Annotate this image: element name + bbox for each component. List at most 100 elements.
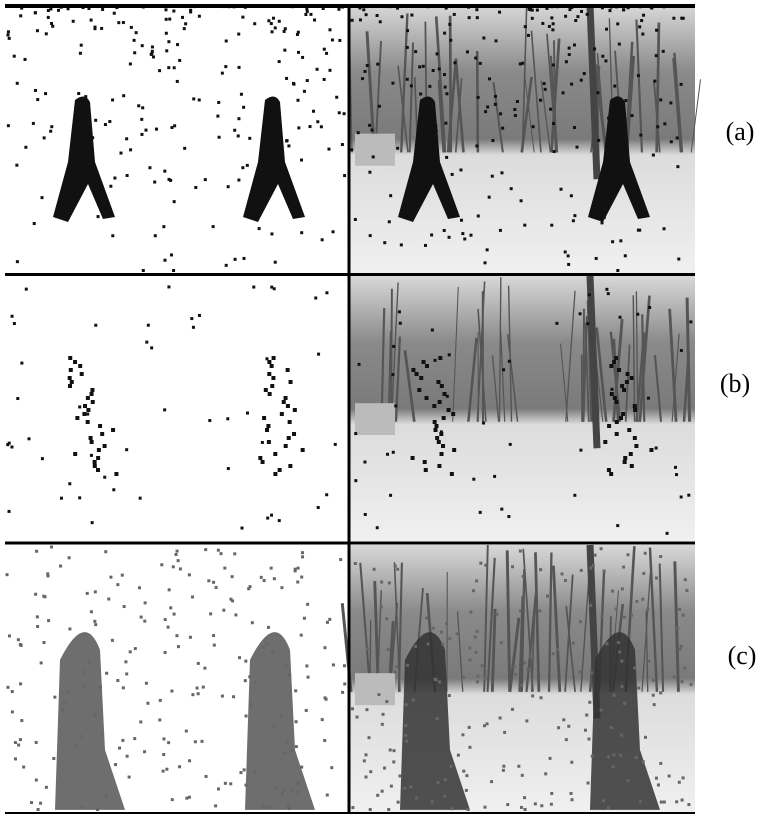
noise-pixel — [450, 807, 453, 810]
noise-pixel — [217, 787, 220, 790]
edge-pixel — [629, 452, 633, 456]
noise-pixel — [142, 269, 145, 272]
noise-pixel — [338, 111, 341, 114]
noise-pixel — [436, 52, 439, 55]
noise-pixel — [204, 548, 207, 551]
noise-pixel — [511, 565, 514, 568]
noise-pixel — [538, 609, 541, 612]
noise-pixel — [676, 165, 679, 168]
noise-pixel — [208, 419, 211, 422]
noise-pixel — [570, 83, 573, 86]
noise-pixel — [75, 744, 78, 747]
edge-pixel — [607, 468, 611, 472]
noise-pixel — [620, 734, 623, 737]
noise-pixel — [621, 587, 624, 590]
noise-pixel — [356, 716, 359, 719]
noise-pixel — [580, 10, 583, 13]
noise-pixel — [245, 715, 248, 718]
noise-pixel — [616, 524, 619, 527]
noise-pixel — [434, 124, 437, 127]
noise-pixel — [60, 497, 63, 500]
noise-pixel — [404, 734, 407, 737]
noise-pixel — [589, 567, 592, 570]
noise-pixel — [624, 254, 627, 257]
noise-pixel — [474, 57, 477, 60]
noise-pixel — [678, 781, 681, 784]
noise-pixel — [167, 285, 170, 288]
noise-pixel — [388, 220, 391, 223]
noise-pixel — [681, 799, 684, 802]
noise-pixel — [286, 740, 289, 743]
noise-pixel — [24, 146, 27, 149]
noise-pixel — [666, 532, 669, 535]
noise-pixel — [687, 803, 690, 806]
noise-pixel — [323, 48, 326, 51]
noise-pixel — [36, 98, 39, 101]
noise-pixel — [431, 329, 434, 332]
edge-pixel — [97, 448, 101, 452]
noise-pixel — [138, 586, 141, 589]
noise-pixel — [181, 16, 184, 19]
noise-pixel — [216, 115, 219, 118]
noise-pixel — [633, 667, 636, 670]
noise-pixel — [461, 733, 464, 736]
noise-pixel — [34, 11, 37, 14]
noise-pixel — [290, 789, 293, 792]
noise-pixel — [663, 227, 666, 230]
noise-pixel — [170, 253, 173, 256]
noise-pixel — [34, 593, 37, 596]
noise-pixel — [341, 691, 344, 694]
noise-pixel — [111, 98, 114, 101]
edge-pixel — [266, 424, 270, 428]
noise-pixel — [448, 694, 451, 697]
noise-pixel — [251, 621, 254, 624]
noise-pixel — [501, 127, 504, 130]
edge-pixel — [270, 364, 274, 368]
noise-pixel — [508, 360, 511, 363]
noise-pixel — [627, 553, 630, 556]
noise-pixel — [192, 326, 195, 329]
noise-pixel — [47, 16, 50, 19]
noise-pixel — [465, 789, 468, 792]
noise-pixel — [474, 636, 477, 639]
noise-pixel — [6, 33, 9, 36]
noise-pixel — [221, 72, 224, 75]
noise-pixel — [406, 78, 409, 81]
noise-pixel — [288, 673, 291, 676]
noise-pixel — [33, 222, 36, 225]
noise-pixel — [286, 804, 289, 807]
noise-pixel — [428, 85, 431, 88]
noise-pixel — [337, 8, 340, 11]
noise-pixel — [484, 677, 487, 680]
noise-pixel — [94, 623, 97, 626]
noise-pixel — [601, 55, 604, 58]
edge-pixel — [614, 356, 618, 360]
noise-pixel — [536, 9, 539, 12]
noise-pixel — [246, 412, 249, 415]
noise-pixel — [207, 579, 210, 582]
noise-pixel — [376, 794, 379, 797]
noise-pixel — [267, 19, 270, 22]
noise-pixel — [39, 802, 42, 805]
edge-pixel — [433, 420, 437, 424]
noise-pixel — [148, 166, 151, 169]
noise-pixel — [527, 34, 530, 37]
noise-pixel — [443, 32, 446, 35]
edge-pixel — [649, 448, 653, 452]
edge-pixel — [447, 408, 451, 412]
noise-pixel — [94, 119, 97, 122]
noise-pixel — [438, 67, 441, 70]
noise-pixel — [191, 595, 194, 598]
noise-pixel — [42, 641, 45, 644]
noise-pixel — [463, 237, 466, 240]
noise-pixel — [165, 49, 168, 52]
noise-pixel — [483, 806, 486, 809]
noise-pixel — [45, 32, 48, 35]
noise-pixel — [165, 32, 168, 35]
edge-pixel — [425, 364, 429, 368]
noise-pixel — [78, 405, 81, 408]
noise-pixel — [137, 104, 140, 107]
edge-pixel — [607, 424, 611, 428]
noise-pixel — [119, 152, 122, 155]
noise-pixel — [555, 322, 558, 325]
